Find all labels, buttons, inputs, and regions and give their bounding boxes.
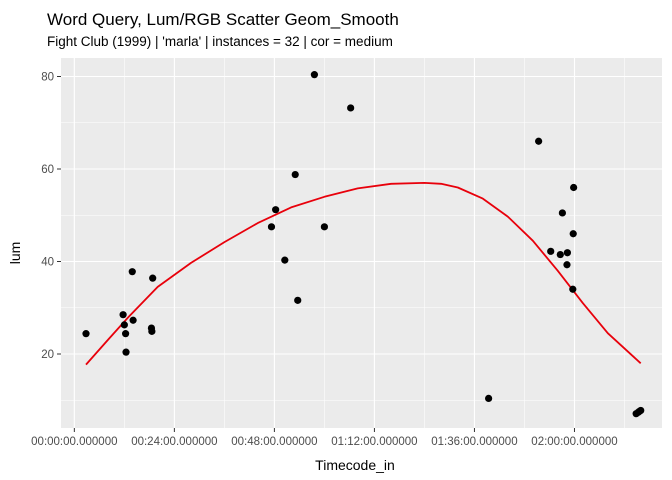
chart-title: Word Query, Lum/RGB Scatter Geom_Smooth bbox=[47, 10, 399, 29]
data-point bbox=[558, 209, 566, 217]
y-tick-label: 40 bbox=[41, 257, 54, 269]
y-tick-label: 80 bbox=[41, 72, 54, 84]
data-point bbox=[310, 71, 319, 79]
x-axis-title: Timecode_in bbox=[315, 457, 395, 473]
chart-subtitle: Fight Club (1999) | 'marla' | instances … bbox=[47, 34, 393, 49]
data-point bbox=[119, 311, 127, 319]
data-point bbox=[267, 223, 276, 231]
x-tick-label: 02:00:00.000000 bbox=[531, 436, 617, 448]
x-tick-label: 01:36:00.000000 bbox=[431, 436, 517, 448]
data-point bbox=[128, 268, 136, 276]
data-point bbox=[637, 406, 645, 415]
data-point bbox=[149, 274, 157, 282]
data-point bbox=[148, 327, 156, 335]
x-tick-label: 00:48:00.000000 bbox=[231, 436, 317, 448]
x-tick-label: 01:12:00.000000 bbox=[331, 436, 417, 448]
y-tick-label: 60 bbox=[41, 164, 54, 176]
data-point bbox=[129, 316, 137, 324]
data-point bbox=[563, 261, 571, 269]
x-tick-label: 00:00:00.000000 bbox=[31, 436, 117, 448]
x-axis: 00:00:00.000000 00:24:00.000000 00:48:00.0… bbox=[31, 428, 618, 448]
y-axis-title: lum bbox=[7, 242, 23, 265]
plot-panel bbox=[61, 58, 662, 428]
data-point bbox=[120, 321, 128, 329]
data-point bbox=[556, 250, 564, 259]
data-point bbox=[82, 330, 90, 338]
data-point bbox=[320, 223, 329, 231]
data-point bbox=[563, 249, 571, 257]
data-point bbox=[569, 230, 577, 238]
data-point bbox=[122, 348, 130, 356]
data-point bbox=[272, 206, 280, 214]
data-point bbox=[547, 247, 555, 255]
smooth-line bbox=[85, 181, 642, 366]
data-point bbox=[281, 256, 289, 264]
data-point bbox=[122, 330, 130, 338]
data-point bbox=[347, 104, 355, 112]
major-gridlines bbox=[61, 58, 662, 428]
data-point bbox=[569, 285, 577, 293]
smooth-layer bbox=[85, 181, 642, 366]
y-tick-label: 20 bbox=[41, 349, 54, 361]
y-axis: 20 40 60 80 bbox=[41, 72, 61, 361]
data-point bbox=[294, 296, 302, 304]
data-point bbox=[535, 137, 543, 145]
data-point bbox=[570, 183, 578, 192]
x-tick-label: 00:24:00.000000 bbox=[131, 436, 217, 448]
data-point bbox=[291, 170, 299, 179]
data-point bbox=[485, 394, 493, 402]
points-layer bbox=[82, 71, 645, 418]
